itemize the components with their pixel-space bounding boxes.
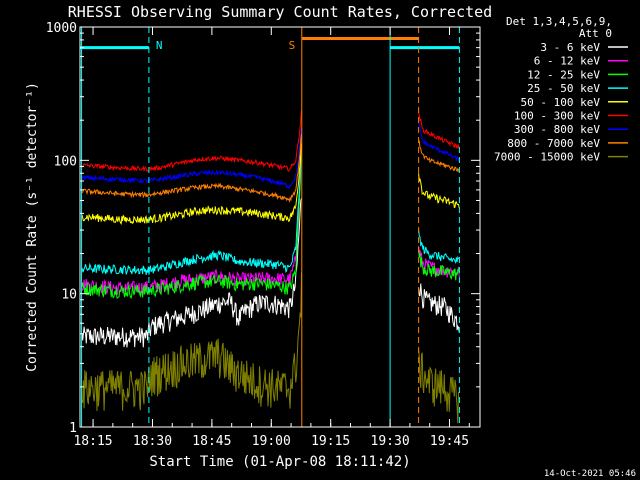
footer-timestamp: 14-Oct-2021 05:46 bbox=[544, 469, 636, 479]
series-line-6-seg2 bbox=[418, 112, 460, 150]
x-tick-label-1: 18:30 bbox=[133, 434, 172, 449]
plot-frame bbox=[79, 26, 481, 428]
series-line-4-seg1 bbox=[81, 144, 302, 275]
chart-title: RHESSI Observing Summary Count Rates, Co… bbox=[68, 3, 492, 21]
y-tick-label-1: 10 bbox=[61, 288, 77, 303]
series-line-3-seg1 bbox=[81, 140, 302, 300]
legend-label-6: 100 - 300 keV bbox=[514, 110, 600, 123]
y-tick-label-3: 1000 bbox=[46, 21, 77, 36]
y-tick-label-2: 100 bbox=[54, 154, 77, 169]
x-tick-label-2: 18:45 bbox=[192, 434, 231, 449]
series-line-1-seg2 bbox=[418, 283, 460, 333]
x-tick-label-3: 19:00 bbox=[252, 434, 291, 449]
x-tick-label-0: 18:15 bbox=[73, 434, 112, 449]
y-axis-label: Corrected Count Rate (s⁻¹ detector⁻¹) bbox=[25, 82, 40, 372]
series-line-8-seg2 bbox=[418, 140, 460, 173]
annotation-s: S bbox=[289, 39, 296, 52]
flags-layer bbox=[80, 36, 460, 50]
series-line-7-seg1 bbox=[81, 127, 302, 189]
vlines-layer bbox=[81, 27, 460, 427]
legend-label-9: 7000 - 15000 keV bbox=[494, 151, 600, 164]
annotation-n: N bbox=[156, 39, 163, 52]
legend-label-3: 12 - 25 keV bbox=[527, 68, 600, 81]
series-layer bbox=[81, 109, 460, 424]
x-tick-label-6: 19:45 bbox=[430, 434, 469, 449]
series-line-5-seg1 bbox=[81, 143, 302, 226]
series-line-7-seg2 bbox=[418, 121, 460, 162]
legend-header-1: Att 0 bbox=[579, 27, 612, 40]
series-line-2-seg2 bbox=[418, 245, 460, 278]
x-axis-label: Start Time (01-Apr-08 18:11:42) bbox=[149, 454, 410, 470]
series-line-5-seg2 bbox=[418, 173, 460, 209]
series-line-1-seg1 bbox=[81, 198, 302, 348]
series-line-9-seg1 bbox=[81, 272, 302, 412]
legend-label-8: 800 - 7000 keV bbox=[507, 137, 600, 150]
series-line-8-seg1 bbox=[81, 133, 302, 203]
legend-header-0: Det 1,3,4,5,6,9, bbox=[506, 15, 612, 28]
legend-label-1: 3 - 6 keV bbox=[540, 41, 600, 54]
legend-label-5: 50 - 100 keV bbox=[521, 96, 601, 109]
x-tick-label-5: 19:30 bbox=[371, 434, 410, 449]
axes-layer: 18:15 18:30 18:45 19:00 19:15 19:30 19:45 1 10 10… bbox=[46, 21, 480, 449]
series-line-3-seg2 bbox=[418, 249, 460, 281]
series-line-6-seg1 bbox=[81, 109, 302, 173]
y-tick-label-0: 1 bbox=[69, 421, 77, 436]
series-line-9-seg2 bbox=[418, 349, 460, 424]
legend-label-7: 300 - 800 keV bbox=[514, 123, 600, 136]
legend-label-2: 6 - 12 keV bbox=[534, 55, 601, 68]
series-line-4-seg2 bbox=[418, 229, 460, 265]
legend-label-4: 25 - 50 keV bbox=[527, 82, 600, 95]
x-tick-label-4: 19:15 bbox=[311, 434, 350, 449]
